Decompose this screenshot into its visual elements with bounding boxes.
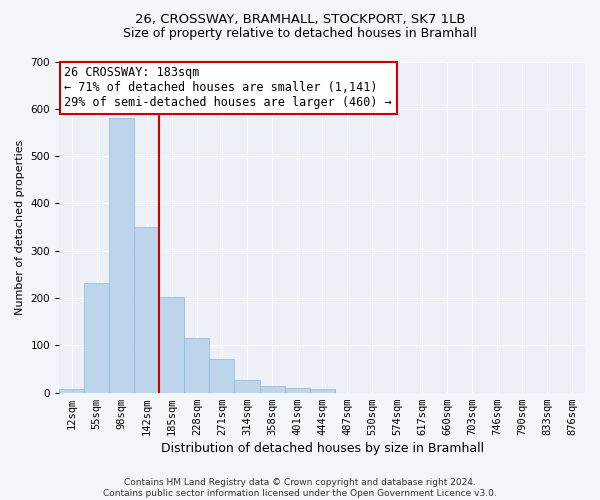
Bar [235, 380, 260, 392]
Text: Size of property relative to detached houses in Bramhall: Size of property relative to detached ho… [123, 28, 477, 40]
Text: 26, CROSSWAY, BRAMHALL, STOCKPORT, SK7 1LB: 26, CROSSWAY, BRAMHALL, STOCKPORT, SK7 1… [135, 12, 465, 26]
Bar [134, 227, 160, 392]
Bar [284, 388, 310, 392]
Bar [160, 297, 184, 392]
Bar [184, 338, 209, 392]
Text: 26 CROSSWAY: 183sqm
← 71% of detached houses are smaller (1,141)
29% of semi-det: 26 CROSSWAY: 183sqm ← 71% of detached ho… [64, 66, 392, 110]
Bar [109, 118, 134, 392]
Bar [260, 386, 284, 392]
Bar [59, 390, 84, 392]
Bar [84, 283, 109, 393]
Bar [209, 358, 235, 392]
Bar [310, 389, 335, 392]
Y-axis label: Number of detached properties: Number of detached properties [15, 140, 25, 315]
Text: Contains HM Land Registry data © Crown copyright and database right 2024.
Contai: Contains HM Land Registry data © Crown c… [103, 478, 497, 498]
X-axis label: Distribution of detached houses by size in Bramhall: Distribution of detached houses by size … [161, 442, 484, 455]
